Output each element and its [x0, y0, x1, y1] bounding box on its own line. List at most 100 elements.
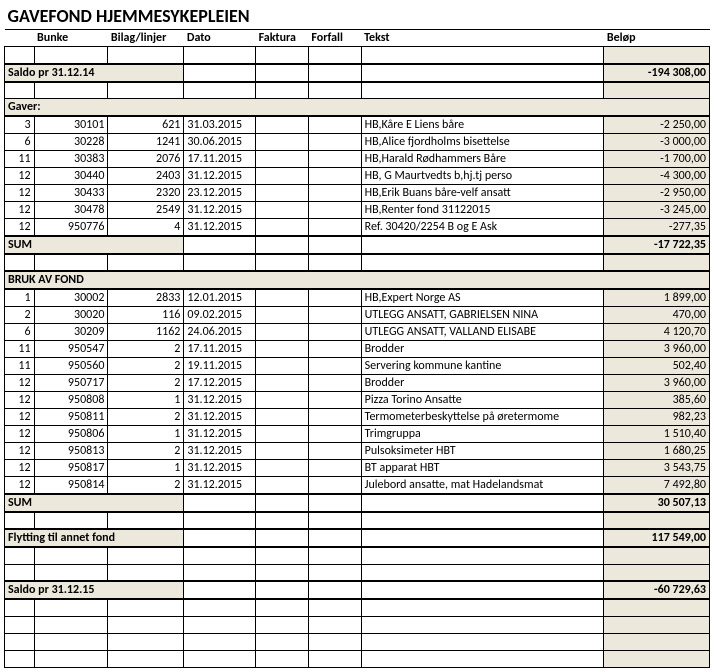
cell: 12: [5, 202, 35, 219]
cell: HB, G Maurtvedts b,hj.tj perso: [361, 168, 604, 185]
cell: -1 700,00: [604, 151, 710, 168]
bruk-row: 12950817131.12.2015BT apparat HBT3 543,7…: [5, 460, 710, 477]
cell: 1: [5, 289, 35, 307]
cell: [308, 426, 361, 443]
gaver-row: 1230433232023.12.2015HB,Erik Buans båre-…: [5, 185, 710, 202]
cell: 09.02.2015: [184, 307, 256, 324]
cell: 11: [5, 341, 35, 358]
cell: 17.11.2015: [184, 341, 256, 358]
cell: 1241: [108, 134, 184, 151]
cell: 3: [5, 116, 35, 134]
cell: 30002: [34, 289, 108, 307]
cell: [308, 185, 361, 202]
blank-row: [5, 512, 710, 529]
cell: [308, 375, 361, 392]
cell: [308, 151, 361, 168]
cell: [256, 358, 309, 375]
blank-row: [5, 254, 710, 271]
gaver-row: 33010162131.03.2015HB,Kåre E Liens båre-…: [5, 116, 710, 134]
cell: 19.11.2015: [184, 358, 256, 375]
cell: [308, 324, 361, 341]
cell: 30228: [34, 134, 108, 151]
cell: [256, 324, 309, 341]
cell: -2 250,00: [604, 116, 710, 134]
cell: 12: [5, 443, 35, 460]
cell: 31.12.2015: [184, 409, 256, 426]
bruk-row: 630209116224.06.2015UTLEGG ANSATT, VALLA…: [5, 324, 710, 341]
cell: 621: [108, 116, 184, 134]
ledger-table: GAVEFOND HJEMMESYKEPLEIEN Bunke Bilag/li…: [4, 4, 710, 668]
cell: 950808: [34, 392, 108, 409]
cell: Pizza Torino Ansatte: [361, 392, 604, 409]
hdr-tekst: Tekst: [361, 30, 604, 47]
cell: 950560: [34, 358, 108, 375]
cell: HB,Harald Rødhammers Båre: [361, 151, 604, 168]
cell: 31.12.2015: [184, 219, 256, 237]
cell: [256, 392, 309, 409]
gaver-row: 630228124130.06.2015HB,Alice fjordholms …: [5, 134, 710, 151]
cell: [308, 202, 361, 219]
gaver-row: 1230440240331.12.2015HB, G Maurtvedts b,…: [5, 168, 710, 185]
cell: 30478: [34, 202, 108, 219]
cell: 950717: [34, 375, 108, 392]
cell: 30383: [34, 151, 108, 168]
cell: 12: [5, 375, 35, 392]
cell: 470,00: [604, 307, 710, 324]
bruk-row: 12950717217.12.2015Brodder3 960,00: [5, 375, 710, 392]
flytting-row: Flytting til annet fond 117 549,00: [5, 529, 710, 547]
cell: 12: [5, 426, 35, 443]
bruk-row: 12950814231.12.2015Julebord ansatte, mat…: [5, 477, 710, 495]
cell: 30020: [34, 307, 108, 324]
cell: 2: [108, 477, 184, 495]
cell: 31.12.2015: [184, 392, 256, 409]
cell: 2833: [108, 289, 184, 307]
gaver-row: 12950776431.12.2015Ref. 30420/2254 B og …: [5, 219, 710, 237]
cell: UTLEGG ANSATT, GABRIELSEN NINA: [361, 307, 604, 324]
cell: [308, 289, 361, 307]
bruk-sum-row: SUM 30 507,13: [5, 494, 710, 512]
cell: 3 960,00: [604, 341, 710, 358]
bruk-row: 12950813231.12.2015Pulsoksimeter HBT1 68…: [5, 443, 710, 460]
cell: 950814: [34, 477, 108, 495]
blank-row: [5, 633, 710, 650]
saldo-slutt-row: Saldo pr 31.12.15 -60 729,63: [5, 581, 710, 599]
cell: 950813: [34, 443, 108, 460]
cell: [256, 375, 309, 392]
cell: Julebord ansatte, mat Hadelandsmat: [361, 477, 604, 495]
bruk-row: 12950811231.12.2015Termometerbeskyttelse…: [5, 409, 710, 426]
cell: Brodder: [361, 375, 604, 392]
cell: 950811: [34, 409, 108, 426]
bruk-row: 11950560219.11.2015Servering kommune kan…: [5, 358, 710, 375]
cell: 2: [108, 409, 184, 426]
cell: 6: [5, 324, 35, 341]
cell: 950776: [34, 219, 108, 237]
cell: 3 960,00: [604, 375, 710, 392]
cell: 6: [5, 134, 35, 151]
blank-row: [5, 650, 710, 667]
column-headers: Bunke Bilag/linjer Dato Faktura Forfall …: [5, 30, 710, 47]
cell: -3 245,00: [604, 202, 710, 219]
gaver-sum-amount: -17 722,35: [604, 236, 710, 254]
cell: [256, 341, 309, 358]
cell: UTLEGG ANSATT, VALLAND ELISABE: [361, 324, 604, 341]
cell: 24.06.2015: [184, 324, 256, 341]
cell: [256, 307, 309, 324]
cell: HB,Kåre E Liens båre: [361, 116, 604, 134]
cell: 12: [5, 168, 35, 185]
cell: 950806: [34, 426, 108, 443]
cell: [308, 409, 361, 426]
hdr-belop: Beløp: [604, 30, 710, 47]
cell: 31.12.2015: [184, 202, 256, 219]
cell: 116: [108, 307, 184, 324]
cell: 4: [108, 219, 184, 237]
cell: HB,Renter fond 31122015: [361, 202, 604, 219]
gaver-sum-row: SUM -17 722,35: [5, 236, 710, 254]
hdr-dato: Dato: [184, 30, 256, 47]
cell: 30209: [34, 324, 108, 341]
cell: 12: [5, 219, 35, 237]
cell: 950817: [34, 460, 108, 477]
bruk-label: BRUK AV FOND: [5, 271, 710, 289]
cell: HB,Alice fjordholms bisettelse: [361, 134, 604, 151]
cell: 12: [5, 185, 35, 202]
gaver-header: Gaver:: [5, 99, 710, 117]
